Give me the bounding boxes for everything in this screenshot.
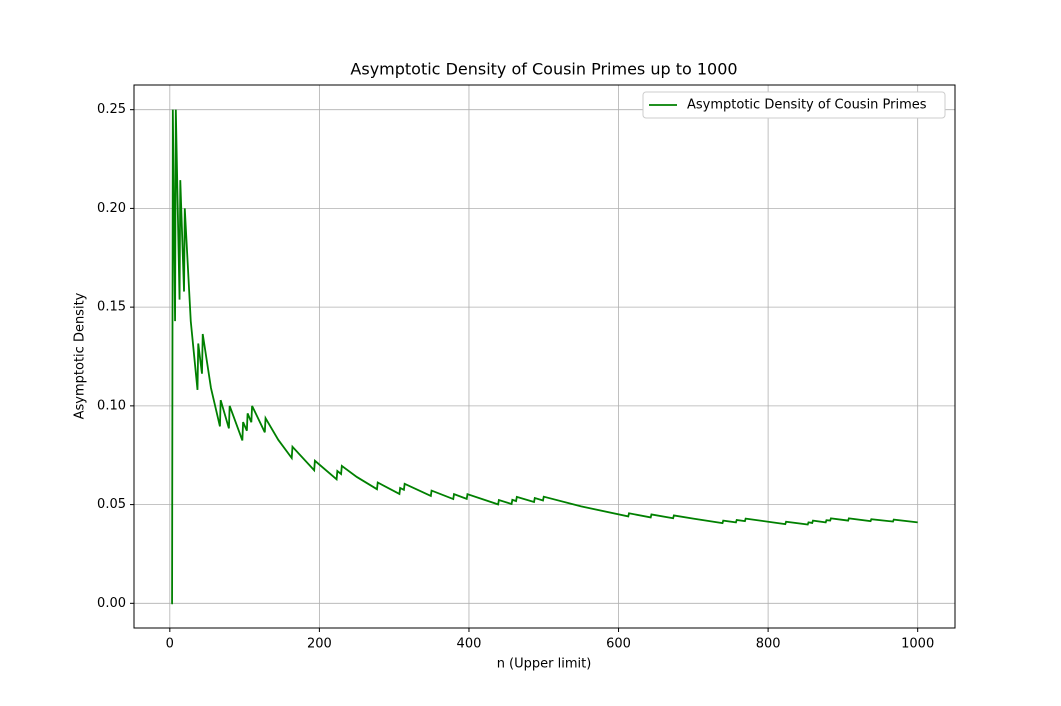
y-tick-label: 0.00 bbox=[97, 596, 126, 611]
legend-box bbox=[642, 91, 946, 119]
axes-frame bbox=[133, 84, 956, 629]
x-axis-label: n (Upper limit) bbox=[497, 657, 592, 672]
y-axis-label: Asymptotic Density bbox=[73, 292, 88, 419]
data-line bbox=[171, 109, 918, 605]
chart-title: Asymptotic Density of Cousin Primes up t… bbox=[350, 60, 737, 79]
y-tick-label: 0.25 bbox=[97, 102, 126, 117]
y-tick-label: 0.20 bbox=[97, 201, 126, 216]
x-tick-label: 400 bbox=[457, 637, 482, 652]
y-tick-label: 0.10 bbox=[97, 398, 126, 413]
legend-label: Asymptotic Density of Cousin Primes bbox=[687, 98, 927, 113]
y-tick-label: 0.15 bbox=[97, 300, 126, 315]
y-tick-label: 0.05 bbox=[97, 497, 126, 512]
x-tick-label: 0 bbox=[166, 637, 174, 652]
x-tick-label: 800 bbox=[756, 637, 781, 652]
x-tick-label: 200 bbox=[307, 637, 332, 652]
x-tick-label: 600 bbox=[606, 637, 631, 652]
x-tick-label: 1000 bbox=[901, 637, 934, 652]
